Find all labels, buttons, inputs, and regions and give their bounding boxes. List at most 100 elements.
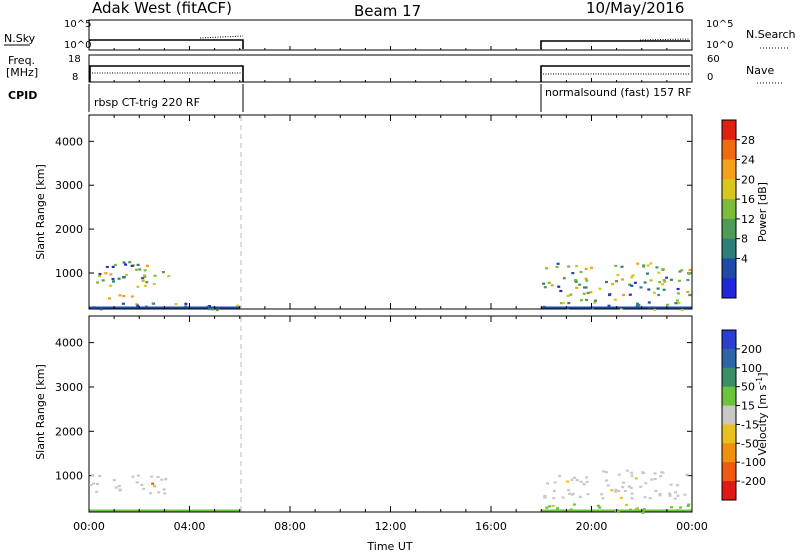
data-cell: [89, 483, 93, 487]
data-cell: [644, 482, 648, 485]
data-cell: [598, 287, 602, 290]
data-cell: [135, 303, 139, 306]
data-cell: [136, 263, 140, 266]
data-cell: [575, 478, 579, 482]
data-cell: [570, 478, 574, 481]
ytick-label: 3000: [55, 381, 83, 394]
data-cell: [630, 492, 634, 495]
data-cell: [648, 497, 652, 500]
data-cell: [558, 474, 562, 477]
data-cell: [161, 271, 165, 274]
colorbar-tick-label: 24: [741, 154, 755, 167]
velocity-frame: [88, 315, 693, 513]
ytick-label: 3000: [55, 179, 83, 192]
data-cell: [643, 496, 647, 499]
data-cell: [676, 299, 679, 302]
data-cell: [572, 503, 576, 506]
data-cell: [676, 494, 680, 497]
data-cell: [641, 511, 645, 514]
data-cell: [561, 301, 565, 305]
data-cell: [686, 290, 690, 294]
data-cell: [551, 504, 555, 507]
xtick-label: 00:00: [676, 520, 708, 533]
data-cell: [208, 308, 211, 311]
data-cell: [653, 308, 657, 311]
data-cell: [542, 282, 546, 285]
ytick-label: 2000: [55, 425, 83, 438]
data-cell: [92, 482, 96, 485]
data-cell: [153, 485, 156, 488]
data-cell: [623, 489, 627, 493]
data-cell: [678, 270, 682, 273]
data-cell: [568, 492, 572, 495]
data-cell: [150, 475, 154, 478]
data-cell: [559, 289, 563, 293]
data-cell: [562, 277, 566, 280]
data-cell: [686, 278, 690, 282]
data-cell: [687, 503, 691, 506]
data-cell: [545, 506, 549, 509]
data-cell: [556, 507, 559, 510]
data-cell: [649, 279, 653, 282]
data-cell: [658, 281, 662, 284]
cpid-label: CPID: [8, 89, 37, 102]
colorbar-frame: [721, 119, 737, 299]
data-cell: [557, 285, 561, 288]
data-cell: [574, 280, 578, 283]
data-cell: [631, 274, 635, 277]
data-cell: [98, 475, 102, 478]
data-cell: [101, 279, 105, 282]
data-cell: [157, 491, 161, 494]
data-cell: [112, 280, 115, 283]
data-cell: [135, 481, 139, 484]
data-cell: [674, 491, 677, 494]
station-title: Adak West (fitACF): [92, 0, 232, 17]
data-cell: [136, 304, 140, 307]
data-cell: [600, 493, 604, 496]
data-cell: [143, 284, 147, 287]
data-cell: [573, 476, 576, 479]
data-cell: [677, 302, 681, 305]
data-cell: [662, 279, 666, 282]
freq-label-2: [MHz]: [6, 66, 38, 79]
data-cell: [688, 268, 692, 272]
data-cell: [622, 293, 625, 297]
data-cell: [566, 480, 570, 483]
data-cell: [571, 272, 575, 275]
colorbar-swatch: [722, 159, 736, 180]
data-cell: [646, 264, 650, 267]
data-cell: [543, 496, 547, 499]
data-cell: [668, 492, 672, 495]
data-cell: [639, 485, 643, 488]
data-cell: [685, 473, 689, 476]
data-cell: [630, 497, 634, 500]
data-cell: [138, 268, 142, 271]
data-cell: [95, 490, 99, 493]
data-cell: [582, 292, 586, 295]
power-colorbar: 4 8 12 16 20 24 28: [721, 119, 755, 299]
data-cell: [635, 304, 639, 308]
data-cell: [679, 506, 683, 509]
data-cell: [617, 511, 620, 514]
data-cell: [637, 304, 641, 307]
velocity-colorbar-label: Velocity [m s-1]: [755, 372, 769, 455]
colorbar-swatch: [722, 120, 736, 141]
colorbar-tick-label: 20: [741, 173, 755, 186]
data-cell: [153, 274, 157, 277]
data-cell: [630, 474, 634, 477]
data-cell: [617, 490, 621, 493]
data-cell: [124, 263, 128, 266]
data-cell: [677, 279, 681, 282]
data-cell: [128, 261, 132, 264]
data-cell: [561, 496, 565, 499]
ytick-label: 1000: [55, 267, 83, 280]
data-cell: [650, 478, 654, 481]
data-cell: [109, 284, 113, 287]
data-cell: [605, 479, 609, 482]
data-cell: [630, 471, 634, 474]
data-cell: [570, 493, 574, 496]
data-cell: [658, 492, 662, 496]
velocity-yticks: 1000 2000 3000 4000: [55, 337, 692, 483]
data-cell: [605, 280, 608, 284]
